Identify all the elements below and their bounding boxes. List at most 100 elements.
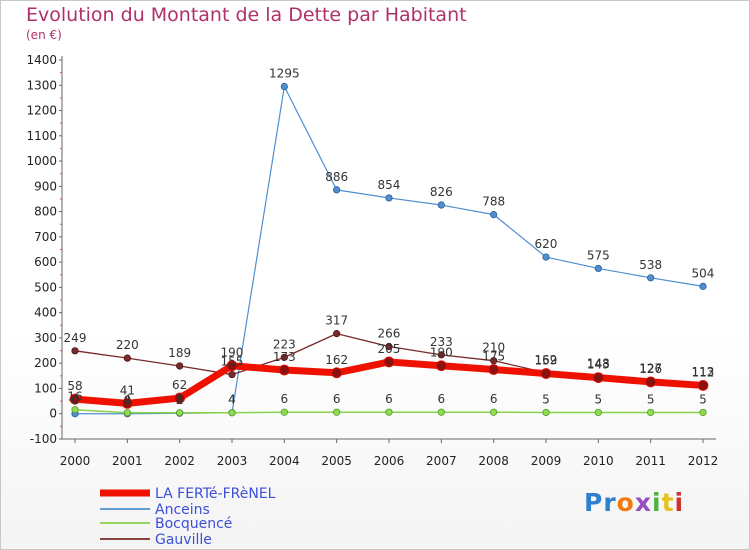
data-point xyxy=(542,408,550,417)
x-tick-label: 2008 xyxy=(478,454,509,468)
data-point xyxy=(280,353,288,361)
data-label: 220 xyxy=(116,338,139,352)
data-label: 205 xyxy=(378,342,401,356)
data-label: 6 xyxy=(385,392,393,406)
data-label: 317 xyxy=(325,314,348,328)
data-point xyxy=(123,409,131,417)
data-label: 5 xyxy=(542,392,550,406)
data-label: 4 xyxy=(176,393,184,407)
data-point xyxy=(592,372,604,384)
data-point xyxy=(540,368,552,379)
y-tick-label: 300 xyxy=(34,331,57,345)
data-label: 223 xyxy=(273,337,296,351)
data-point xyxy=(490,408,498,416)
data-point xyxy=(697,380,709,391)
data-point xyxy=(174,392,186,404)
data-label: 826 xyxy=(430,185,453,199)
y-tick-label: 600 xyxy=(34,255,57,269)
data-label: 189 xyxy=(168,346,191,360)
y-tick-label: 100 xyxy=(34,381,57,395)
x-tick-label: 2006 xyxy=(374,454,405,468)
data-label: 173 xyxy=(273,350,296,364)
y-tick-label: -100 xyxy=(30,432,57,446)
data-point xyxy=(437,408,445,416)
data-point xyxy=(123,354,131,362)
x-tick-label: 2009 xyxy=(531,454,562,468)
data-point xyxy=(699,408,707,417)
logo-letter: i xyxy=(652,488,662,517)
logo-letter: i xyxy=(674,488,685,517)
x-tick-label: 2000 xyxy=(60,454,91,468)
data-point xyxy=(71,347,79,355)
data-point xyxy=(226,360,238,372)
data-point xyxy=(383,356,395,368)
data-point xyxy=(385,408,393,416)
data-point xyxy=(333,408,341,416)
data-label: 249 xyxy=(64,331,87,345)
data-point xyxy=(228,370,236,379)
y-tick-label: 900 xyxy=(34,179,57,193)
data-point xyxy=(331,367,343,379)
logo-letter: x xyxy=(634,488,652,517)
data-label: 58 xyxy=(67,379,82,393)
data-point xyxy=(490,357,498,365)
y-tick-label: 200 xyxy=(34,356,57,370)
y-tick-label: 1200 xyxy=(26,104,57,118)
data-label: 575 xyxy=(587,248,610,262)
data-label: 155 xyxy=(221,355,244,369)
data-point xyxy=(437,201,445,209)
data-label: 159 xyxy=(535,354,558,368)
data-label: 266 xyxy=(378,327,401,341)
x-tick-label: 2003 xyxy=(217,454,248,468)
data-label: 6 xyxy=(333,392,341,406)
data-label: 1295 xyxy=(269,67,300,81)
data-label: 504 xyxy=(692,266,715,280)
data-label: 162 xyxy=(535,353,558,367)
data-point xyxy=(121,397,133,409)
data-point xyxy=(228,409,236,417)
y-tick-label: 1400 xyxy=(26,53,57,67)
series-layer xyxy=(69,82,709,418)
data-label: 620 xyxy=(535,237,558,251)
data-label: 538 xyxy=(639,258,662,272)
data-point xyxy=(176,362,184,370)
data-label: 190 xyxy=(221,346,244,360)
logo-letter: t xyxy=(661,488,675,517)
data-point xyxy=(176,409,184,417)
data-label: 5 xyxy=(699,392,707,406)
data-label: 6 xyxy=(281,392,289,406)
chart-subtitle: (en €) xyxy=(26,28,62,42)
x-tick-label: 2002 xyxy=(164,454,195,468)
y-tick-label: 0 xyxy=(49,407,57,421)
data-point xyxy=(333,186,341,194)
data-label: 5 xyxy=(595,392,603,406)
data-label: 6 xyxy=(438,392,446,406)
logo-letter: r xyxy=(603,488,617,517)
logo-letter: o xyxy=(616,488,635,517)
data-point xyxy=(278,364,290,376)
x-tick-label: 2001 xyxy=(112,454,143,468)
logo-letter: P xyxy=(584,488,604,517)
data-label: 6 xyxy=(490,392,498,406)
data-label: 233 xyxy=(430,335,453,349)
data-label: 190 xyxy=(430,346,453,360)
data-label: 5 xyxy=(647,392,655,406)
data-point xyxy=(385,194,393,202)
data-label: 143 xyxy=(587,358,610,372)
x-tick-label: 2011 xyxy=(635,454,666,468)
data-label: 16 xyxy=(67,390,82,404)
data-point xyxy=(71,406,79,414)
data-point xyxy=(437,351,445,359)
data-label: 62 xyxy=(172,378,187,392)
y-tick-label: 1000 xyxy=(26,154,57,168)
y-tick-label: 1100 xyxy=(26,129,57,143)
data-point xyxy=(435,360,447,372)
chart-title: Evolution du Montant de la Dette par Hab… xyxy=(26,4,467,26)
legend-label: Anceins xyxy=(155,502,210,518)
data-label: 113 xyxy=(692,365,715,379)
data-point xyxy=(647,274,655,282)
data-label: 886 xyxy=(325,170,348,184)
data-label: 4 xyxy=(228,393,236,407)
